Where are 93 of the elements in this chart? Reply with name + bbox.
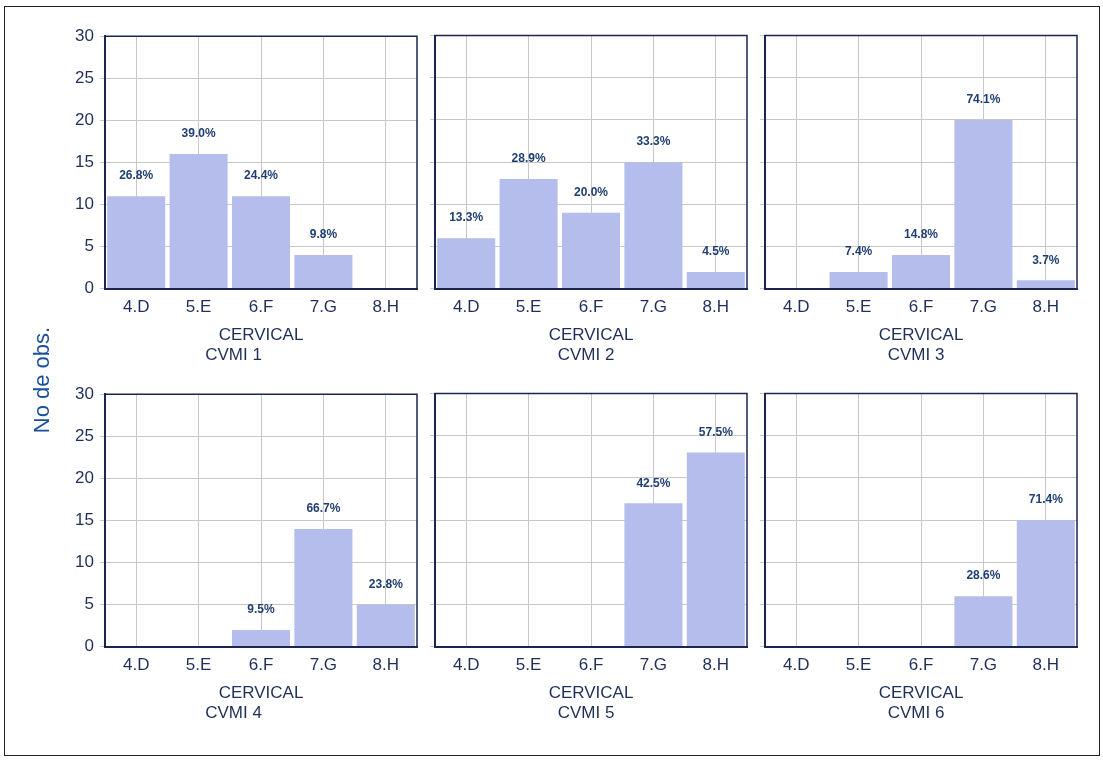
bar [231, 629, 291, 647]
x-axis-title: CERVICAL [548, 683, 634, 703]
text: CVMI 4 [205, 703, 262, 723]
x-tick-label: 7.G [969, 296, 998, 316]
annotation: 9.5% [247, 602, 275, 617]
x-tick-label: 4.D [452, 654, 480, 674]
x-tick-label: 6.F [908, 296, 934, 316]
x-tick-label: 7.G [309, 296, 338, 316]
annotation: 14.8% [903, 227, 939, 242]
x-axis-title: CERVICAL [548, 325, 634, 345]
bar [954, 119, 1013, 289]
bar [107, 196, 166, 289]
x-tick-label: 5.E [845, 654, 872, 674]
y-tick-label: 25 [75, 67, 94, 87]
bar [294, 255, 353, 289]
bar [891, 255, 951, 289]
x-tick-label: 4.D [452, 296, 480, 316]
y-axis-title: No de obs. [29, 326, 55, 434]
bar [686, 271, 745, 289]
bar [1016, 280, 1075, 289]
text: CVMI 2 [557, 345, 615, 365]
annotation: 39.0% [181, 126, 216, 141]
x-tick-label: 5.E [515, 654, 542, 674]
y-tick-label: 0 [84, 278, 94, 298]
x-tick-label: 4.D [122, 654, 150, 674]
annotation: 74.1% [966, 92, 1001, 107]
y-tick-label: 20 [75, 468, 94, 488]
x-tick-label: 4.D [782, 654, 810, 674]
x-tick-label: 6.F [248, 654, 274, 674]
bar [294, 528, 353, 647]
x-tick-label: 8.H [702, 654, 730, 674]
x-tick-label: 8.H [372, 296, 400, 316]
annotation: 13.3% [449, 210, 484, 225]
annotation: 9.8% [309, 227, 338, 242]
y-tick-label: 5 [84, 236, 94, 256]
x-axis-title: CERVICAL [878, 683, 964, 703]
x-tick-label: 7.G [639, 296, 668, 316]
x-tick-label: 8.H [1032, 296, 1060, 316]
x-tick-label: 5.E [185, 654, 212, 674]
bar [231, 196, 291, 289]
annotation: 4.5% [702, 244, 730, 259]
x-tick-label: 7.G [639, 654, 668, 674]
x-tick-label: 4.D [122, 296, 150, 316]
annotation: 26.8% [119, 168, 154, 183]
y-tick-label: 30 [75, 25, 94, 45]
x-tick-label: 6.F [578, 296, 604, 316]
x-tick-label: 8.H [372, 654, 400, 674]
bar [169, 154, 228, 289]
y-tick-label: 25 [75, 425, 94, 445]
x-tick-label: 6.F [578, 654, 604, 674]
x-axis-title: CERVICAL [218, 683, 304, 703]
annotation: 7.4% [844, 244, 873, 259]
y-tick-label: 0 [84, 636, 94, 656]
x-tick-label: 6.F [248, 296, 274, 316]
x-axis-title: CERVICAL [878, 325, 964, 345]
annotation: 23.8% [368, 577, 404, 592]
x-axis-title: CERVICAL [218, 325, 304, 345]
y-tick-label: 30 [75, 383, 94, 403]
bar [624, 162, 683, 289]
x-tick-label: 4.D [782, 296, 810, 316]
y-tick-label: 10 [75, 552, 94, 572]
x-tick-label: 6.F [908, 654, 934, 674]
y-tick-label: 20 [75, 110, 94, 130]
bar [499, 179, 558, 289]
y-tick-label: 15 [75, 152, 94, 172]
annotation: 24.4% [243, 168, 279, 183]
annotation: 3.7% [1032, 252, 1060, 267]
text: CVMI 6 [887, 703, 945, 723]
x-tick-label: 8.H [1032, 654, 1060, 674]
annotation: 20.0% [573, 185, 609, 200]
annotation: 71.4% [1028, 492, 1064, 507]
text: CVMI 3 [887, 345, 945, 365]
x-tick-label: 5.E [845, 296, 872, 316]
y-tick-label: 5 [84, 594, 94, 614]
x-tick-label: 7.G [969, 654, 998, 674]
bar [829, 271, 888, 289]
x-tick-label: 5.E [515, 296, 542, 316]
x-tick-label: 8.H [702, 296, 730, 316]
text: CVMI 1 [205, 345, 262, 365]
annotation: 57.5% [698, 424, 734, 439]
annotation: 28.6% [966, 568, 1001, 583]
bar [356, 604, 415, 647]
annotation: 66.7% [306, 501, 341, 516]
annotation: 33.3% [636, 134, 671, 149]
x-tick-label: 5.E [185, 296, 212, 316]
bar [437, 238, 496, 289]
annotation: 42.5% [636, 475, 671, 490]
x-tick-label: 7.G [309, 654, 338, 674]
y-tick-label: 10 [75, 194, 94, 214]
bar [561, 212, 621, 289]
y-tick-label: 15 [75, 510, 94, 530]
annotation: 28.9% [511, 151, 546, 166]
text: CVMI 5 [557, 703, 615, 723]
